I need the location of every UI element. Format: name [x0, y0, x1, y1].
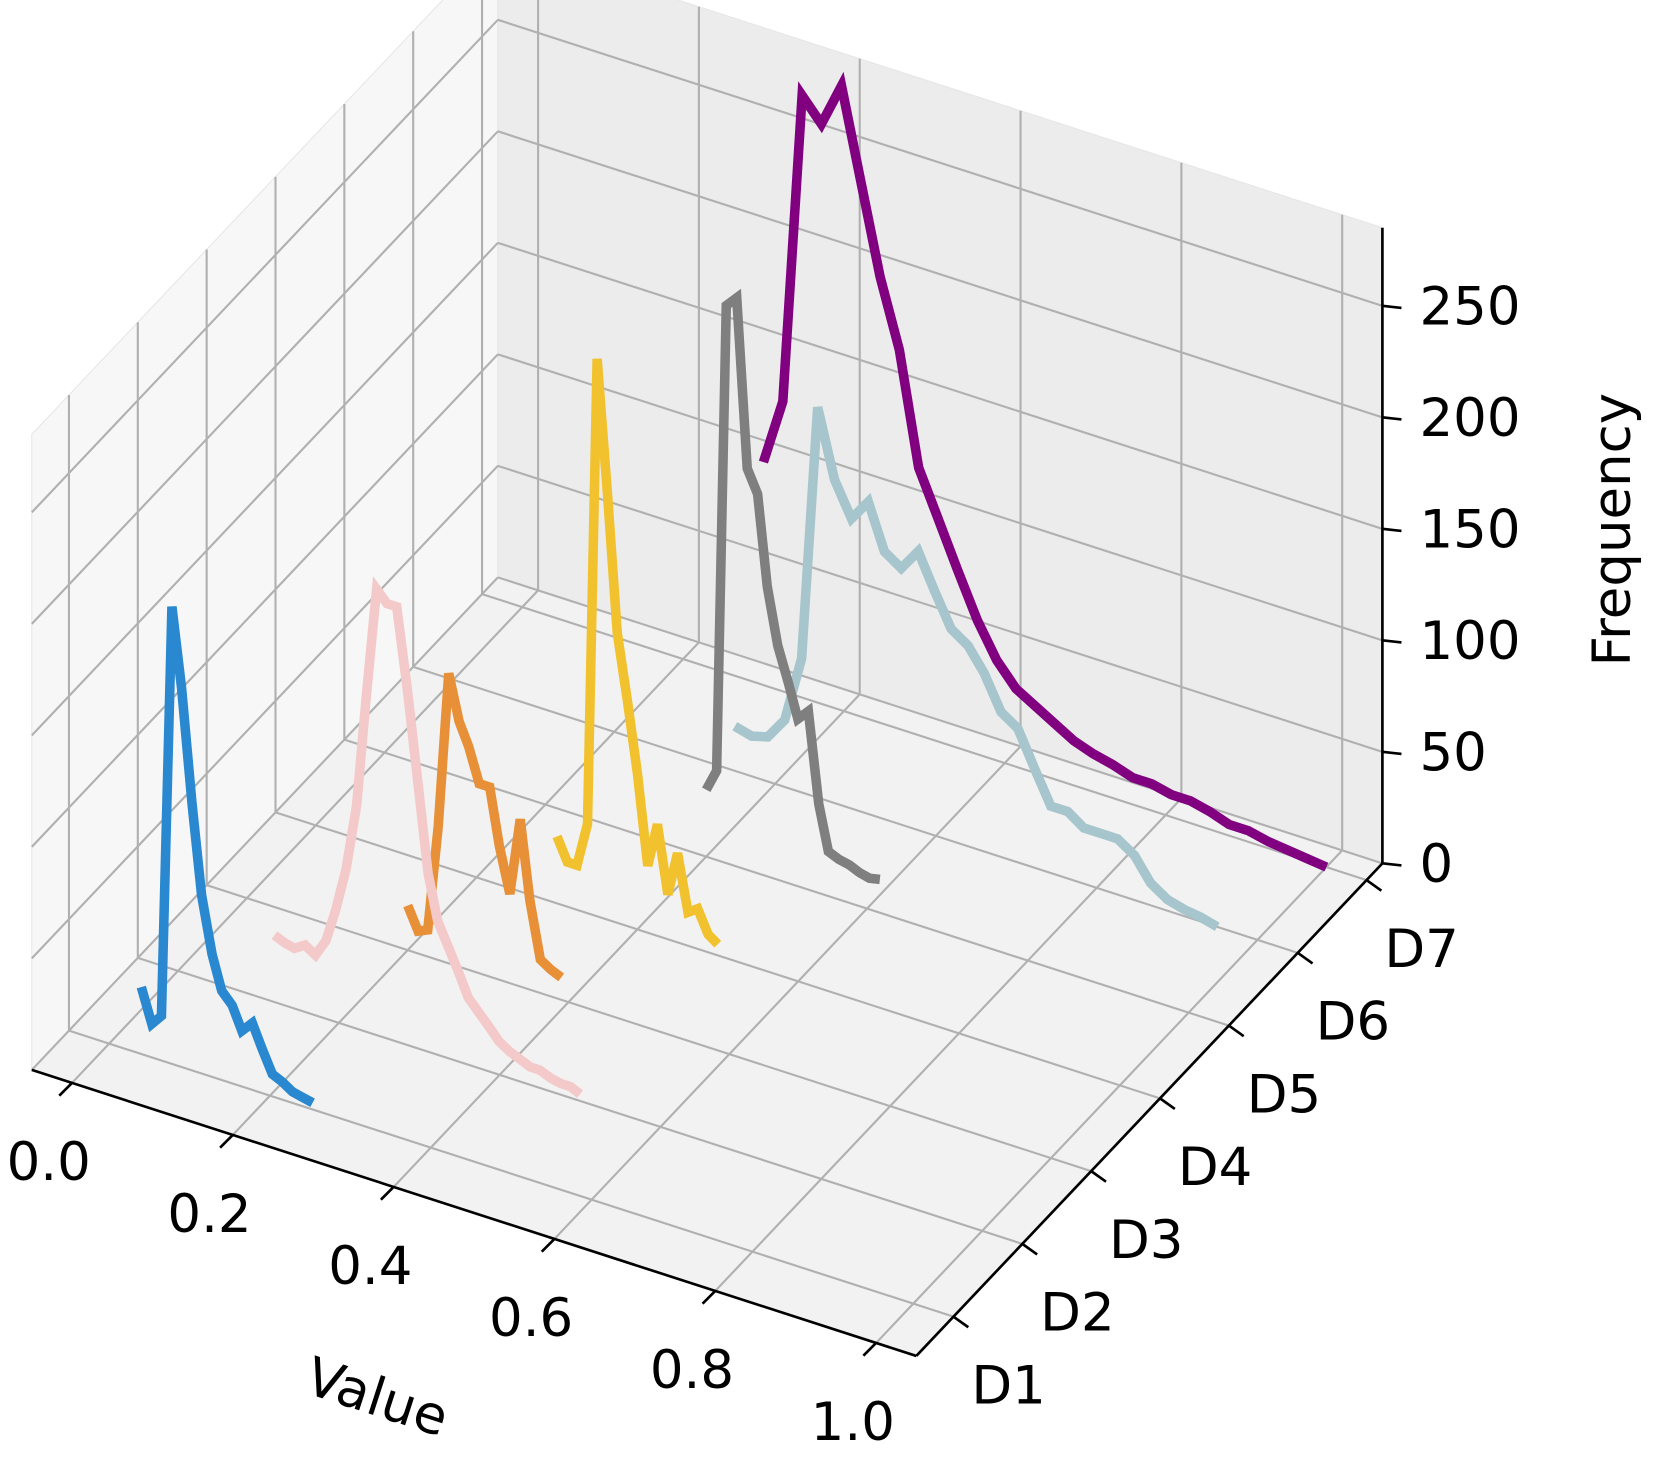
x-tick — [540, 1237, 556, 1253]
x-tick-label: 0.4 — [328, 1236, 412, 1297]
x-tick-label: 0.8 — [650, 1340, 734, 1401]
y-tick-label: D2 — [1040, 1283, 1114, 1344]
grid-line — [232, 641, 700, 1136]
x-tick — [219, 1133, 234, 1149]
z-tick — [1382, 304, 1402, 310]
z-tick — [1382, 416, 1402, 421]
grid-line — [497, 130, 1383, 419]
grid-line — [392, 693, 861, 1188]
grid-line — [31, 19, 499, 514]
grid-line — [137, 956, 1023, 1245]
z-tick-label: 50 — [1419, 723, 1486, 784]
y-tick — [1228, 1024, 1245, 1038]
series-line — [136, 606, 315, 1107]
series-line — [271, 576, 584, 1098]
grid-line — [497, 18, 1383, 307]
x-axis — [31, 1068, 917, 1358]
x-tick-label: 0.2 — [167, 1184, 251, 1245]
grid-line — [31, 353, 499, 848]
z-tick — [1382, 639, 1402, 644]
y-tick-label: D4 — [1178, 1137, 1252, 1198]
grid-line — [68, 1029, 954, 1318]
z-tick-label: 200 — [1419, 388, 1520, 449]
grid-line — [31, 465, 499, 960]
x-tick-label: 0.6 — [489, 1288, 573, 1349]
grid-line — [31, 130, 499, 625]
z-tick-label: 100 — [1419, 611, 1520, 672]
grid-line — [714, 797, 1183, 1292]
z-tick-label: 0 — [1419, 834, 1453, 895]
y-axis — [915, 862, 1384, 1357]
grid-line — [206, 884, 1092, 1173]
z-tick — [1382, 750, 1402, 756]
series-line — [732, 406, 1220, 931]
y-tick-label: D1 — [971, 1355, 1045, 1416]
grid-line — [497, 576, 1383, 865]
grid — [31, 0, 1383, 1344]
grid-line — [875, 849, 1343, 1344]
grid-line — [31, 242, 499, 737]
z-tick-label: 250 — [1419, 277, 1520, 338]
x-tick — [379, 1185, 395, 1201]
x-tick-label: 0.0 — [7, 1132, 91, 1193]
z-tick-label: 150 — [1419, 500, 1520, 561]
y-tick — [952, 1315, 970, 1329]
grid-line — [412, 665, 1299, 954]
z-tick — [1382, 862, 1402, 867]
z-tick — [1382, 527, 1402, 533]
y-tick — [1365, 879, 1383, 892]
y-tick — [1090, 1170, 1107, 1183]
grid-line — [481, 593, 1367, 882]
y-tick — [1159, 1097, 1176, 1111]
series-line — [552, 358, 722, 948]
series-line — [702, 288, 881, 885]
series — [136, 71, 1329, 1107]
y-tick — [1021, 1242, 1038, 1256]
z-axis-title: Frequency — [1582, 393, 1643, 667]
x-axis-title: Value — [298, 1346, 455, 1449]
grid-line — [31, 576, 499, 1071]
y-tick-label: D5 — [1247, 1064, 1321, 1125]
x-tick — [862, 1341, 878, 1357]
x-tick — [701, 1289, 717, 1305]
grid-line — [553, 745, 1022, 1240]
grid-line — [497, 353, 1383, 642]
series-line — [758, 71, 1329, 872]
y-tick-label: D6 — [1316, 992, 1390, 1053]
grid-line — [497, 241, 1383, 530]
y-tick-label: D7 — [1384, 919, 1458, 980]
y-tick — [1296, 951, 1314, 965]
x-tick-label: 1.0 — [811, 1392, 895, 1453]
axes: 0.0 0.2 0.4 0.6 0.8 1.0 0 50 100 150 200 250 D1 D2 D3 D… — [7, 227, 1521, 1453]
x-tick — [58, 1081, 73, 1097]
y-tick-label: D3 — [1109, 1210, 1183, 1271]
